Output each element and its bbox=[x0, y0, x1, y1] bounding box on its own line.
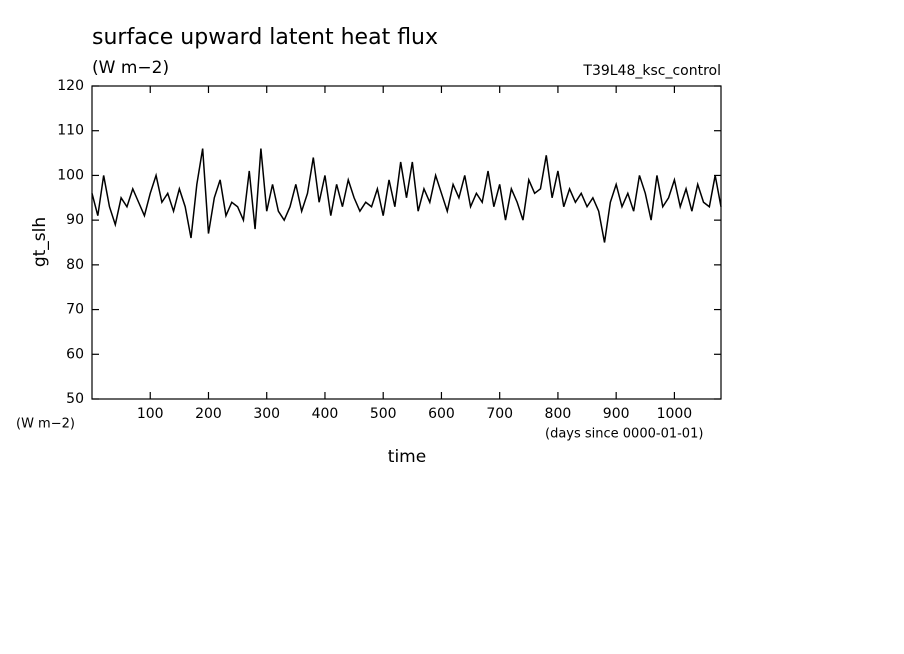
y-axis-label: gt_slh bbox=[30, 217, 50, 267]
x-tick-label: 200 bbox=[195, 406, 222, 422]
y-tick-label: 70 bbox=[66, 302, 84, 318]
chart-title: surface upward latent heat flux bbox=[92, 25, 438, 50]
y-tick-label: 110 bbox=[57, 123, 84, 139]
x-tick-label: 800 bbox=[545, 406, 572, 422]
y-tick-label: 60 bbox=[66, 346, 84, 362]
plot-frame bbox=[91, 85, 722, 400]
chart-subtitle: (W m−2) bbox=[92, 58, 169, 78]
y-tick-label: 100 bbox=[57, 167, 84, 183]
y-tick-label: 80 bbox=[66, 257, 84, 273]
x-tick-label: 400 bbox=[312, 406, 339, 422]
x-tick-label: 700 bbox=[486, 406, 513, 422]
x-tick-label: 600 bbox=[428, 406, 455, 422]
y-tick-label: 120 bbox=[57, 78, 84, 94]
x-unit: (days since 0000-01-01) bbox=[545, 427, 703, 442]
y-tick-label: 50 bbox=[66, 391, 84, 407]
x-tick-label: 900 bbox=[603, 406, 630, 422]
x-tick-label: 300 bbox=[253, 406, 280, 422]
y-unit: (W m−2) bbox=[16, 417, 75, 432]
x-tick-label: 100 bbox=[137, 406, 164, 422]
y-tick-label: 90 bbox=[66, 212, 84, 228]
x-axis-label: time bbox=[388, 447, 426, 467]
data-line bbox=[91, 148, 722, 243]
x-tick-label: 500 bbox=[370, 406, 397, 422]
annotation: T39L48_ksc_control bbox=[582, 63, 721, 79]
x-tick-label: 1000 bbox=[657, 406, 693, 422]
